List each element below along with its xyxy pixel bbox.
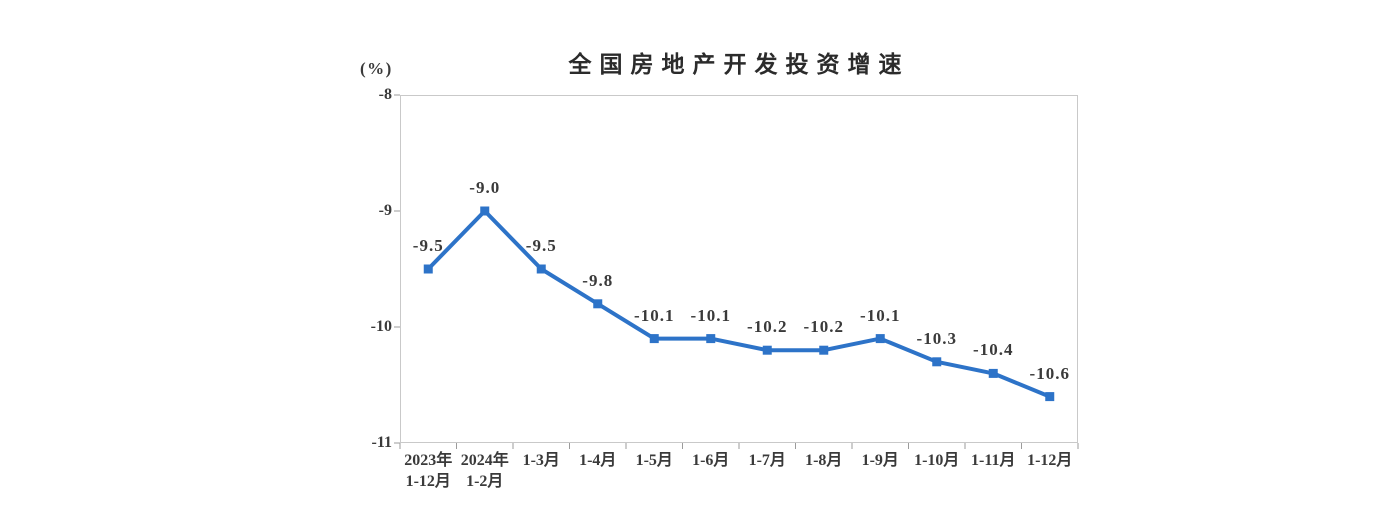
data-point-value-label: -9.8 <box>582 270 614 290</box>
data-point-marker <box>932 357 942 367</box>
x-axis-category-label-line: 1-6月 <box>692 452 730 469</box>
data-point-marker <box>536 264 546 274</box>
x-axis-category-label: 1-6月 <box>692 450 729 471</box>
x-axis-category-label: 1-4月 <box>579 450 616 471</box>
data-point-value-label: -10.1 <box>690 305 731 325</box>
data-line <box>426 209 1052 399</box>
data-point-marker <box>649 334 659 344</box>
chart-title: 全国房地产开发投资增速 <box>568 52 910 78</box>
data-point-value-label: -10.4 <box>973 340 1014 360</box>
x-axis-category-label: 1-10月 <box>914 450 959 471</box>
x-axis-category-label-line: 1-7月 <box>748 452 786 469</box>
data-point-marker <box>1045 392 1055 402</box>
x-axis-category-label: 2024年 1-2月 <box>461 450 509 492</box>
x-axis-category-label: 1-3月 <box>523 450 560 471</box>
x-axis-category-label-line: 2024年 <box>460 452 509 469</box>
x-axis-category-label: 1-8月 <box>805 450 842 471</box>
data-point-value-label: -10.1 <box>860 305 901 325</box>
data-point-marker <box>593 299 603 309</box>
x-axis-category-label-line: 1-8月 <box>805 452 843 469</box>
data-point-marker <box>762 345 772 355</box>
x-axis-category-label: 1-9月 <box>862 450 899 471</box>
y-axis-unit-label: (%) <box>360 59 393 78</box>
data-point-value-label: -9.0 <box>469 178 501 197</box>
y-axis-tick-label: -8 <box>378 86 392 103</box>
x-axis-category-label: 2023年 1-12月 <box>404 450 452 492</box>
data-point-value-label: -10.2 <box>747 317 788 337</box>
x-axis-category-label-line: 2023年 <box>404 452 453 469</box>
x-axis-category-label-line: 1-5月 <box>635 452 673 469</box>
data-point-marker <box>819 345 829 355</box>
data-point-value-label: -10.2 <box>803 317 844 337</box>
data-point-marker <box>480 206 490 216</box>
data-point-value-label: -9.5 <box>525 236 557 255</box>
x-axis-category-label-line: 1-10月 <box>914 452 960 469</box>
y-axis-tick-label: -11 <box>371 434 392 451</box>
plot-border <box>400 95 1078 443</box>
x-axis-category-label-line: 1-11月 <box>971 452 1016 469</box>
data-point-value-label: -10.1 <box>634 305 675 325</box>
data-point-value-label: -9.5 <box>412 236 444 255</box>
x-axis-category-label-line: 1-12月 <box>1027 452 1073 469</box>
x-axis-category-label-line: 1-9月 <box>861 452 899 469</box>
x-axis-category-label: 1-11月 <box>971 450 1015 471</box>
x-axis-category-label-line: 1-3月 <box>522 452 560 469</box>
y-axis-tick-label: -10 <box>370 318 392 335</box>
x-axis-category-label: 1-5月 <box>636 450 673 471</box>
x-axis-category-label: 1-12月 <box>1027 450 1072 471</box>
data-point-marker <box>875 334 885 344</box>
x-axis-category-label-line: 1-2月 <box>466 473 504 490</box>
data-point-marker <box>706 334 716 344</box>
data-point-value-label: -10.6 <box>1029 363 1070 383</box>
y-axis-tick-label: -9 <box>378 202 392 219</box>
data-point-marker <box>988 368 998 378</box>
data-point-value-label: -10.3 <box>916 328 957 348</box>
x-axis-category-label-line: 1-12月 <box>405 473 451 490</box>
x-axis-category-label: 1-7月 <box>749 450 786 471</box>
data-point-marker <box>423 264 433 274</box>
x-axis-category-label-line: 1-4月 <box>579 452 617 469</box>
